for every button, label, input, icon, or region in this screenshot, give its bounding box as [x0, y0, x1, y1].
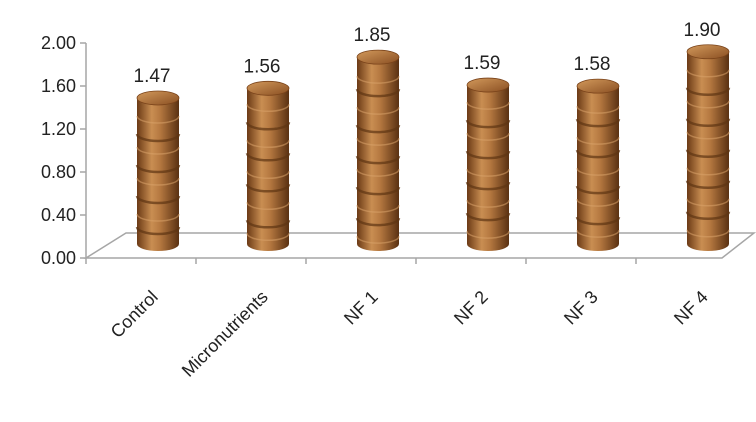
bar-cap — [576, 78, 620, 94]
bar — [685, 44, 731, 251]
x-tick-label: NF 3 — [560, 287, 602, 329]
bar-grain — [245, 219, 291, 229]
bar-grain — [355, 124, 401, 134]
data-label: 1.59 — [464, 53, 501, 74]
bar-grain — [356, 204, 400, 213]
bar-grain — [576, 167, 620, 176]
bar — [465, 77, 511, 251]
bar-grain — [685, 118, 731, 127]
bar-grain — [686, 100, 730, 109]
bar-body — [137, 97, 179, 251]
data-label: 1.56 — [244, 56, 281, 77]
bar-grain — [576, 198, 620, 207]
bar-body — [687, 51, 729, 251]
bar-grain — [575, 149, 621, 159]
bar-grain — [245, 121, 291, 131]
x-tick-label: NF 1 — [340, 287, 382, 329]
bar-grain — [245, 152, 291, 162]
bar-grain — [356, 75, 400, 84]
bar-grain — [685, 149, 731, 158]
bar-grain — [466, 168, 510, 177]
data-label: 1.47 — [134, 66, 171, 87]
bar-grain — [246, 171, 290, 180]
bar-grain — [685, 87, 731, 96]
bar-grain — [465, 150, 511, 160]
bar-cap — [356, 49, 400, 65]
bar — [245, 80, 291, 251]
bar-cap — [686, 44, 730, 60]
bar-cap — [466, 77, 510, 93]
bar-body — [577, 86, 619, 252]
bar-grain — [575, 185, 621, 195]
bar-grain — [246, 104, 290, 113]
bar — [575, 78, 621, 252]
bar-grain — [576, 105, 620, 114]
bar-grain — [465, 181, 511, 191]
bar-grain — [355, 88, 401, 98]
bar — [135, 90, 181, 251]
x-tick-label: Control — [107, 287, 162, 342]
bar — [355, 49, 401, 251]
bar-grain — [575, 118, 621, 128]
bar-grain — [465, 119, 511, 129]
bar-grain — [136, 177, 180, 186]
bar-grain — [355, 155, 401, 165]
bar-grain — [245, 183, 291, 193]
bar-grain — [246, 140, 290, 149]
x-tick-label: NF 4 — [670, 287, 712, 329]
data-label: 1.58 — [574, 54, 611, 75]
y-tick-label: 1.20 — [41, 119, 76, 139]
x-tick-label: Micronutrients — [178, 287, 272, 381]
bar-grain — [686, 167, 730, 176]
y-tick-label: 2.00 — [41, 33, 76, 53]
bar-grain — [576, 136, 620, 145]
bar-grain — [466, 199, 510, 208]
y-tick-label: 1.60 — [41, 76, 76, 96]
bar-cap — [136, 90, 180, 106]
bar-cap — [246, 80, 290, 96]
bar-grain — [135, 133, 181, 143]
bar-grain — [686, 229, 730, 238]
chart-floor — [83, 232, 756, 259]
bar-grain — [356, 137, 400, 146]
bar-grain — [686, 131, 730, 140]
x-tick-label: NF 2 — [450, 287, 492, 329]
bar-grain — [136, 213, 180, 222]
bar-grain — [356, 168, 400, 177]
y-tick-label: 0.00 — [41, 248, 76, 268]
bar-body — [357, 57, 399, 251]
bar-grain — [246, 233, 290, 242]
data-label: 1.85 — [354, 25, 391, 46]
bar-grain — [466, 132, 510, 141]
y-tick-label: 0.80 — [41, 162, 76, 182]
bar-grain — [685, 211, 731, 220]
bar-grain — [246, 202, 290, 211]
bar-grain — [135, 195, 181, 205]
bar-grain — [136, 146, 180, 155]
bar-grain — [466, 230, 510, 239]
bar-grain — [355, 217, 401, 227]
bar-grain — [686, 198, 730, 207]
data-label: 1.90 — [684, 20, 721, 41]
bar-grain — [356, 106, 400, 115]
bar-grain — [686, 69, 730, 78]
bar-grain — [355, 186, 401, 196]
bar-grain — [136, 115, 180, 124]
bar-grain — [135, 226, 181, 236]
bar-grain — [356, 235, 400, 244]
bar-grain — [575, 216, 621, 226]
bar-body — [467, 85, 509, 251]
bar-grain — [576, 229, 620, 238]
bar-grain — [466, 101, 510, 110]
bar-grain — [135, 164, 181, 174]
bar-grain — [685, 180, 731, 189]
bar-grain — [465, 212, 511, 222]
y-tick-label: 0.40 — [41, 205, 76, 225]
